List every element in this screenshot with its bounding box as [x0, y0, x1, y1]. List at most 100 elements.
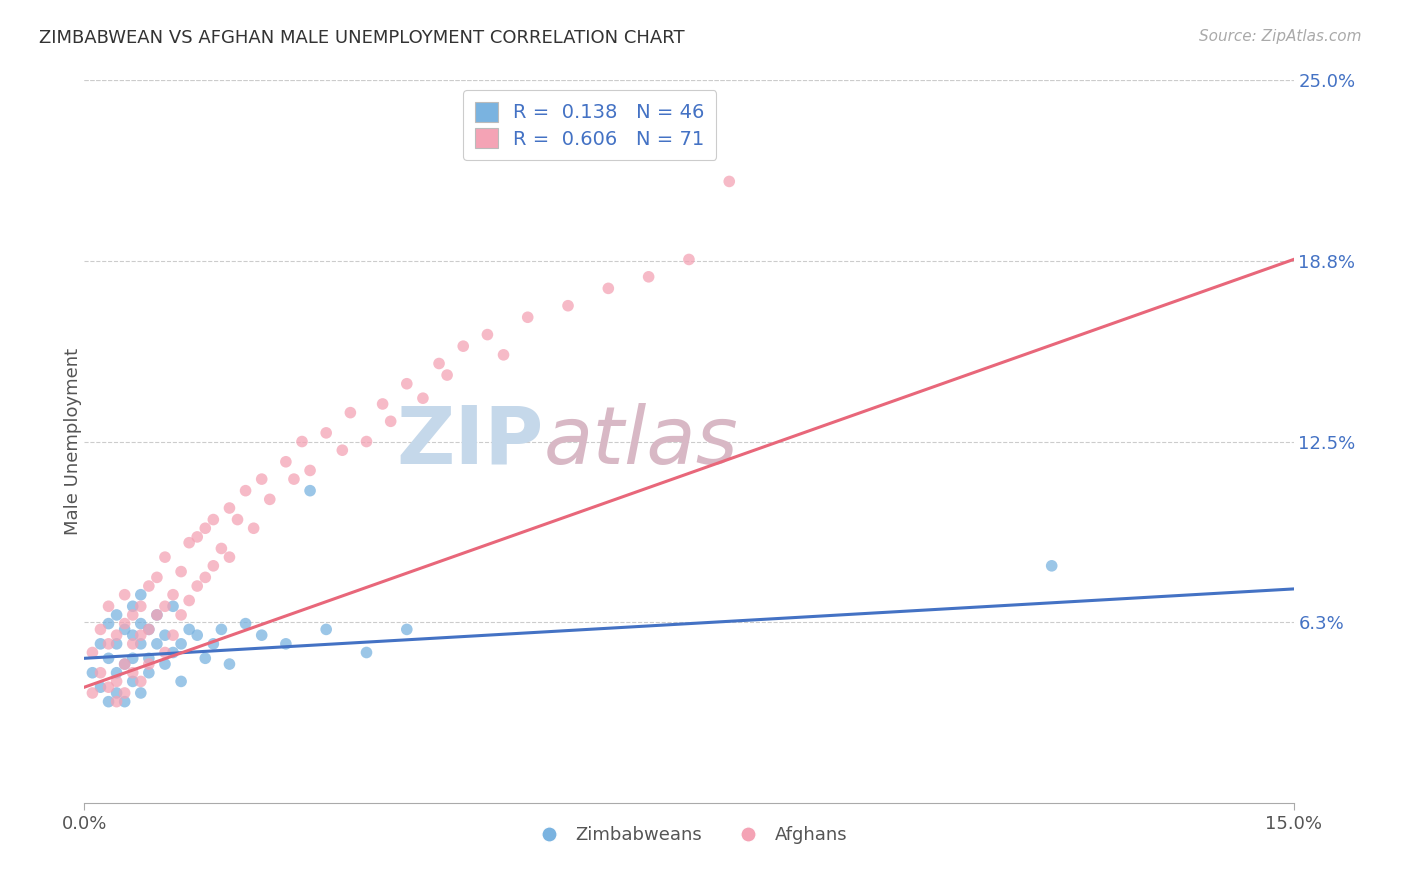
- Point: [114, 686, 136, 700]
- Point: [299, 483, 322, 498]
- Point: [146, 607, 169, 622]
- Point: [138, 623, 160, 637]
- Point: [250, 472, 273, 486]
- Point: [186, 579, 208, 593]
- Point: [291, 434, 314, 449]
- Point: [97, 637, 120, 651]
- Point: [250, 628, 273, 642]
- Point: [202, 558, 225, 573]
- Point: [274, 455, 297, 469]
- Point: [356, 434, 378, 449]
- Point: [339, 406, 361, 420]
- Point: [492, 348, 515, 362]
- Point: [1040, 558, 1063, 573]
- Point: [105, 665, 128, 680]
- Point: [179, 535, 201, 549]
- Point: [105, 628, 128, 642]
- Point: [235, 616, 257, 631]
- Point: [179, 623, 201, 637]
- Point: [179, 593, 201, 607]
- Point: [395, 623, 418, 637]
- Point: [283, 472, 305, 486]
- Point: [105, 607, 128, 622]
- Point: [170, 674, 193, 689]
- Point: [114, 623, 136, 637]
- Point: [146, 570, 169, 584]
- Point: [718, 174, 741, 188]
- Point: [97, 695, 120, 709]
- Point: [242, 521, 264, 535]
- Point: [395, 376, 418, 391]
- Point: [129, 616, 152, 631]
- Point: [186, 530, 208, 544]
- Point: [121, 607, 143, 622]
- Point: [129, 686, 152, 700]
- Point: [678, 252, 700, 267]
- Point: [186, 628, 208, 642]
- Point: [153, 550, 176, 565]
- Point: [170, 565, 193, 579]
- Point: [153, 599, 176, 614]
- Y-axis label: Male Unemployment: Male Unemployment: [65, 348, 82, 535]
- Point: [82, 686, 104, 700]
- Point: [97, 680, 120, 694]
- Point: [89, 623, 111, 637]
- Point: [121, 628, 143, 642]
- Point: [371, 397, 394, 411]
- Point: [477, 327, 499, 342]
- Point: [138, 665, 160, 680]
- Point: [146, 637, 169, 651]
- Point: [194, 570, 217, 584]
- Point: [598, 281, 620, 295]
- Point: [82, 646, 104, 660]
- Point: [274, 637, 297, 651]
- Point: [114, 588, 136, 602]
- Point: [235, 483, 257, 498]
- Point: [146, 607, 169, 622]
- Point: [153, 646, 176, 660]
- Point: [436, 368, 458, 382]
- Point: [209, 623, 232, 637]
- Point: [105, 674, 128, 689]
- Point: [121, 651, 143, 665]
- Point: [121, 599, 143, 614]
- Point: [356, 646, 378, 660]
- Legend: Zimbabweans, Afghans: Zimbabweans, Afghans: [523, 819, 855, 852]
- Point: [194, 521, 217, 535]
- Point: [380, 414, 402, 428]
- Point: [114, 616, 136, 631]
- Point: [170, 637, 193, 651]
- Point: [637, 269, 659, 284]
- Point: [202, 637, 225, 651]
- Point: [105, 686, 128, 700]
- Point: [153, 628, 176, 642]
- Point: [82, 665, 104, 680]
- Point: [162, 646, 184, 660]
- Point: [129, 637, 152, 651]
- Point: [162, 628, 184, 642]
- Point: [138, 657, 160, 671]
- Point: [89, 637, 111, 651]
- Point: [202, 512, 225, 526]
- Point: [138, 651, 160, 665]
- Text: ZIMBABWEAN VS AFGHAN MALE UNEMPLOYMENT CORRELATION CHART: ZIMBABWEAN VS AFGHAN MALE UNEMPLOYMENT C…: [39, 29, 685, 46]
- Point: [105, 695, 128, 709]
- Point: [129, 674, 152, 689]
- Point: [162, 599, 184, 614]
- Point: [170, 607, 193, 622]
- Point: [516, 310, 538, 325]
- Point: [218, 550, 240, 565]
- Point: [97, 616, 120, 631]
- Point: [89, 680, 111, 694]
- Point: [129, 628, 152, 642]
- Point: [114, 695, 136, 709]
- Point: [330, 443, 353, 458]
- Point: [209, 541, 232, 556]
- Point: [97, 651, 120, 665]
- Point: [97, 599, 120, 614]
- Point: [114, 657, 136, 671]
- Point: [129, 588, 152, 602]
- Point: [315, 623, 337, 637]
- Point: [427, 357, 450, 371]
- Point: [451, 339, 474, 353]
